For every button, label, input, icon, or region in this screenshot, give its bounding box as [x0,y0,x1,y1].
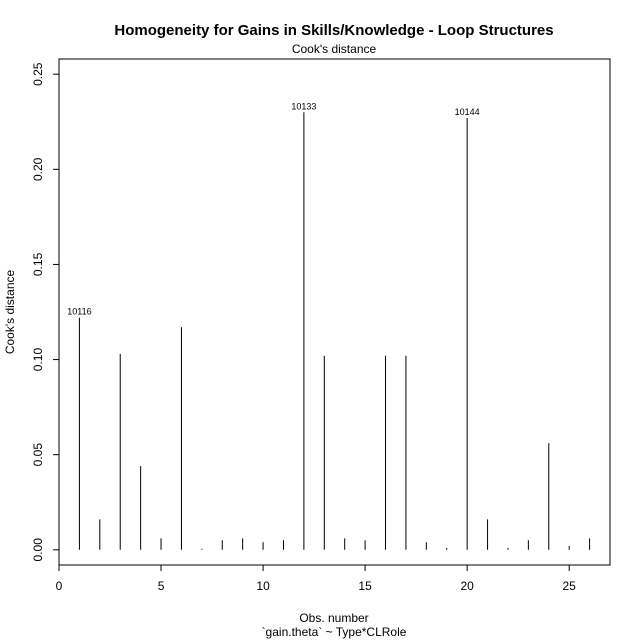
bars-layer [78,112,591,550]
annotations-layer: 10116 10133 10144 [67,101,479,316]
plot-frame [58,58,611,566]
x-tick-label: 20 [460,579,474,593]
annotation-10116: 10116 [67,307,91,317]
x-tick-label: 0 [56,579,63,593]
annotation-10144: 10144 [455,107,480,117]
annotation-10133: 10133 [291,101,316,111]
x-axis: 0 5 10 15 20 25 [56,564,577,593]
y-tick-label: 0.00 [31,538,45,562]
x-tick-label: 5 [158,579,165,593]
x-tick-label: 10 [256,579,270,593]
y-tick-label: 0.15 [31,252,45,276]
y-tick-label: 0.10 [31,348,45,372]
y-tick-label: 0.20 [31,157,45,181]
y-axis-label: Cook's distance [3,270,17,355]
chart-subtitle: Cook's distance [292,42,377,56]
x-axis-formula: `gain.theta` ~ Type*CLRole [262,625,407,639]
chart-title: Homogeneity for Gains in Skills/Knowledg… [114,22,553,39]
x-tick-label: 15 [358,579,372,593]
x-tick-label: 25 [563,579,577,593]
y-tick-label: 0.25 [31,62,45,86]
y-tick-label: 0.05 [31,443,45,467]
y-axis: 0.00 0.05 0.10 0.15 0.20 0.25 [31,62,60,562]
x-axis-label: Obs. number [299,611,368,625]
